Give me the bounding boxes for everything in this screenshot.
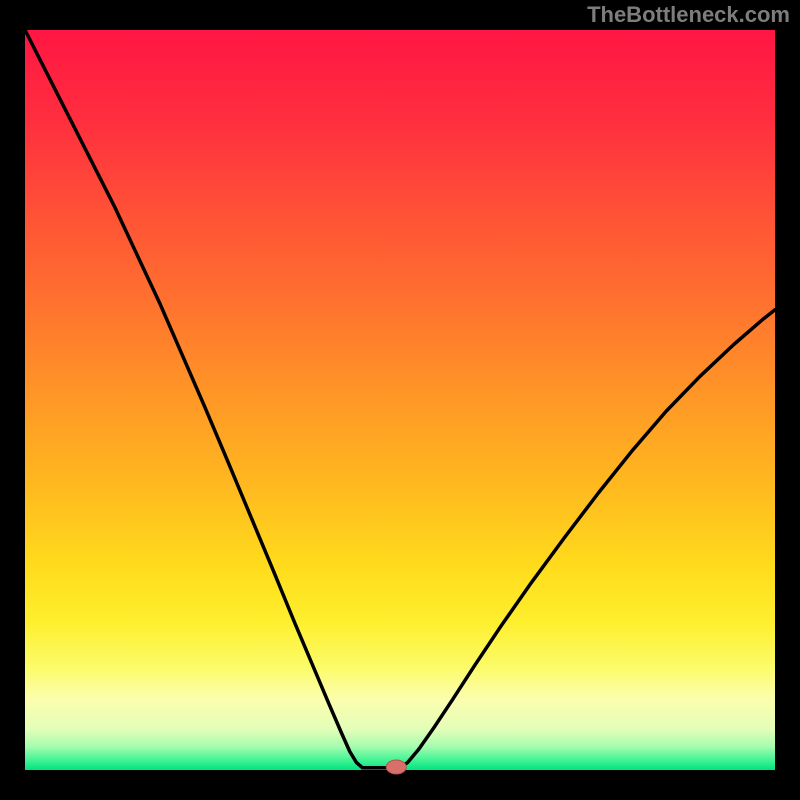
bottleneck-chart — [0, 0, 800, 800]
plot-background — [25, 30, 775, 770]
watermark-text: TheBottleneck.com — [587, 2, 790, 28]
chart-container: TheBottleneck.com — [0, 0, 800, 800]
optimal-point-marker — [386, 760, 406, 774]
